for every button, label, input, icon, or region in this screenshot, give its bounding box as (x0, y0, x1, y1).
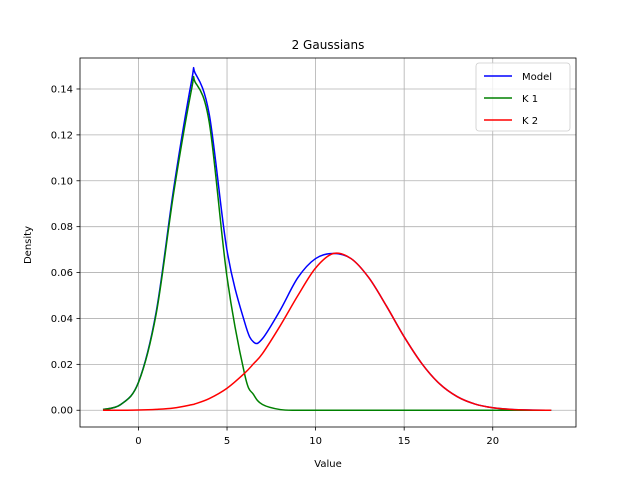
x-ticks: 0 5 10 15 20 (135, 427, 499, 447)
y-tick-label: 0.06 (51, 268, 73, 279)
x-tick-label: 15 (398, 436, 411, 447)
x-axis-title: Value (314, 459, 341, 470)
x-tick-label: 10 (309, 436, 322, 447)
legend-label-model: Model (522, 72, 552, 83)
y-axis-title: Density (23, 226, 34, 264)
x-tick-label: 0 (135, 436, 141, 447)
series-line-k-1 (102, 75, 552, 412)
y-tick-label: 0.14 (51, 84, 73, 95)
plot-frame (79, 57, 577, 428)
y-tick-label: 0.08 (51, 222, 73, 233)
legend-box (475, 62, 571, 132)
plot-lines (102, 66, 552, 412)
chart-title: 2 Gaussians (292, 38, 365, 52)
y-tick-label: 0.10 (51, 176, 73, 187)
x-tick-label: 5 (224, 436, 230, 447)
y-ticks: 0.00 0.02 0.04 0.06 0.08 0.10 0.12 0.14 (51, 84, 80, 417)
y-tick-label: 0.12 (51, 130, 73, 141)
series-line-k-2 (103, 252, 552, 412)
y-tick-label: 0.00 (51, 406, 73, 417)
y-tick-label: 0.02 (51, 360, 73, 371)
y-tick-label: 0.04 (51, 314, 73, 325)
x-tick-label: 20 (486, 436, 499, 447)
legend: Model K 1 K 2 (475, 62, 571, 132)
legend-label-k-2: K 2 (522, 116, 538, 127)
legend-label-k-1: K 1 (522, 94, 538, 105)
